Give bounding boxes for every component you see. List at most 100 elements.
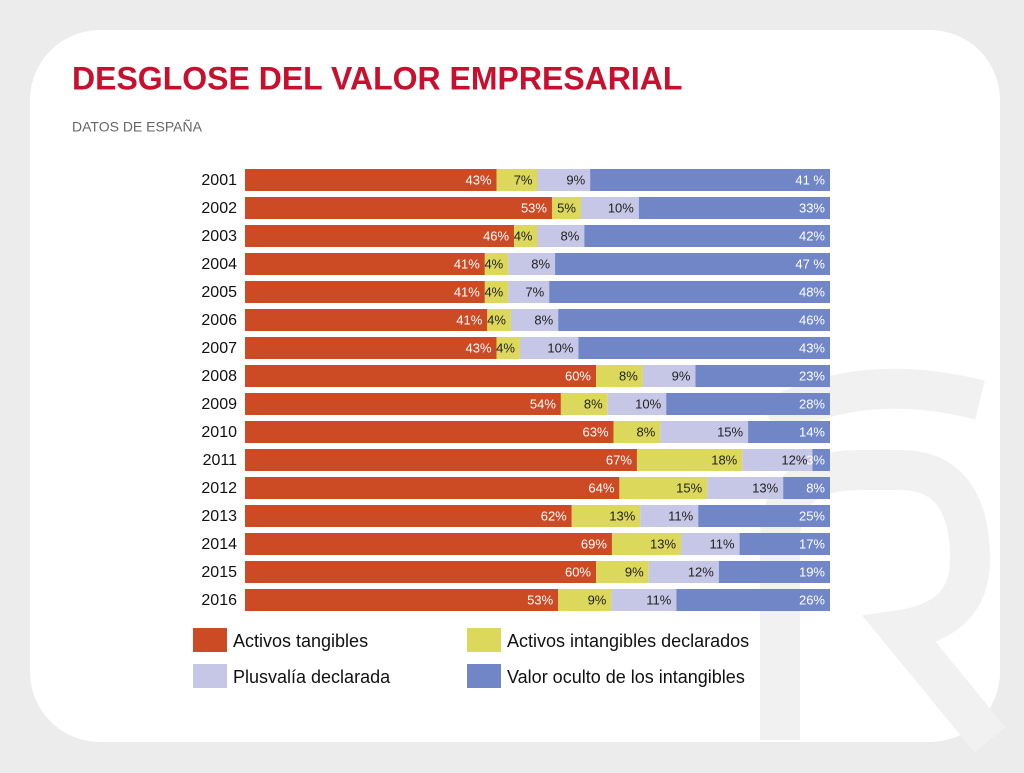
bar-segment [245,477,620,499]
value-label: 12% [781,452,807,467]
value-label: 33% [799,200,825,215]
value-label: 9% [566,172,585,187]
value-label: 4% [514,228,533,243]
bar-segment [558,309,830,331]
value-label: 42% [799,228,825,243]
bar-segment [508,253,556,275]
bar-segment [739,533,830,555]
value-label: 8% [806,480,825,495]
bar-segment [590,169,830,191]
value-label: 8% [534,312,553,327]
bar-segment [549,281,830,303]
value-label: 23% [799,368,825,383]
value-label: 47 % [795,256,825,271]
bar-segment [596,365,643,387]
y-tick-label: 2005 [201,284,237,301]
bar-segment [487,309,511,331]
bar-segment [578,337,830,359]
value-label: 26% [799,592,825,607]
bar-segment [676,589,830,611]
bar-segment [551,197,581,219]
y-tick-label: 2004 [201,256,237,273]
bar-segment [718,561,830,583]
value-label: 53% [527,592,553,607]
value-label: 46% [799,312,825,327]
bar-segment [537,169,591,191]
bar-segment [245,281,485,303]
value-label: 17% [799,536,825,551]
chart-title: DESGLOSE DEL VALOR EMPRESARIAL [72,60,682,96]
y-tick-label: 2007 [201,340,237,357]
bar-segment [742,449,813,471]
value-label: 43% [799,340,825,355]
bar-segment [484,281,509,303]
value-label: 14% [799,424,825,439]
chart-subtitle: DATOS DE ESPAÑA [72,119,203,135]
bar-segment [245,309,488,331]
value-label: 11% [668,508,693,523]
bar-segment [245,197,552,219]
y-tick-label: 2016 [201,592,237,609]
value-label: 43% [466,340,492,355]
value-label: 41% [454,256,480,271]
y-tick-label: 2010 [201,424,237,441]
value-label: 64% [588,480,614,495]
bar-segment [748,421,830,443]
value-label: 8% [531,256,550,271]
bar-segment [245,561,596,583]
value-label: 4% [484,256,503,271]
bar-segment [496,169,538,191]
value-label: 13% [650,536,676,551]
value-label: 41 % [795,172,825,187]
value-label: 48% [799,284,825,299]
bar-segment [640,505,699,527]
bar-segment [666,393,830,415]
value-label: 13% [752,480,778,495]
value-label: 13% [609,508,635,523]
legend-label: Activos tangibles [233,631,368,651]
value-label: 8% [637,424,656,439]
value-label: 15% [676,480,702,495]
value-label: 11% [646,592,671,607]
value-label: 28% [799,396,825,411]
y-tick-label: 2006 [201,312,237,329]
bar-segment [607,393,667,415]
bar-segment [642,365,696,387]
bar-segment [812,449,830,471]
bar-segment [245,533,612,555]
bar-segment [508,281,550,303]
bar-segment [571,505,641,527]
value-label: 9% [588,592,607,607]
legend-label: Activos intangibles declarados [507,631,749,651]
y-tick-label: 2014 [201,536,237,553]
bar-segment [648,561,719,583]
value-label: 18% [711,452,737,467]
value-label: 8% [561,228,580,243]
value-label: 60% [565,564,591,579]
value-label: 9% [672,368,691,383]
bar-segment [510,309,559,331]
legend-swatch [467,628,501,652]
value-label: 69% [581,536,607,551]
value-label: 46% [483,228,509,243]
value-label: 15% [717,424,743,439]
value-label: 41% [454,284,480,299]
bar-segment [537,225,585,247]
bar-segment [245,365,596,387]
value-label: 62% [541,508,567,523]
bar-segment [245,169,497,191]
value-label: 67% [606,452,632,467]
bar-segment [580,197,639,219]
bar-segment [698,505,830,527]
y-tick-label: 2002 [201,200,237,217]
bar-segment [555,253,830,275]
value-label: 53% [521,200,547,215]
bar-segment [245,449,637,471]
value-label: 10% [608,200,634,215]
value-label: 41% [456,312,482,327]
value-label: 12% [688,564,714,579]
bar-segment [245,421,614,443]
value-label: 4% [487,312,506,327]
bar-segment [245,337,497,359]
